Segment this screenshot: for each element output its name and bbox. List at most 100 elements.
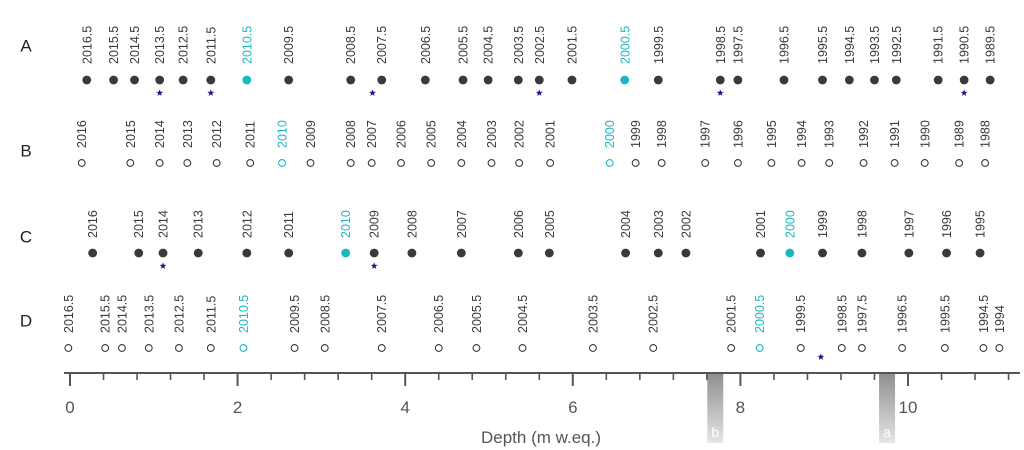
year-label: 1992 <box>857 120 871 148</box>
year-label: 2006.5 <box>419 26 433 64</box>
open-marker <box>920 159 929 167</box>
filled-marker <box>456 248 466 258</box>
filled-marker <box>513 75 523 85</box>
year-label: 2013.5 <box>153 26 167 64</box>
year-label: 1996 <box>940 210 954 238</box>
star-marker <box>159 262 167 269</box>
year-label: 2008.5 <box>344 26 358 64</box>
year-label: 2010.5 <box>237 295 251 333</box>
year-label: 2001.5 <box>566 26 580 64</box>
year-label: 2000 <box>783 210 797 238</box>
year-label: 2005 <box>543 210 557 238</box>
year-label: 2005 <box>425 120 439 148</box>
filled-marker <box>284 248 294 258</box>
filled-marker <box>621 248 630 258</box>
open-marker <box>290 344 299 352</box>
open-marker <box>434 344 443 352</box>
open-marker <box>427 159 436 167</box>
open-marker <box>631 159 640 167</box>
year-label: 2010 <box>276 120 290 148</box>
open-marker <box>657 159 666 167</box>
filled-marker <box>341 248 351 258</box>
star-marker <box>369 89 376 96</box>
filled-marker <box>284 75 294 85</box>
year-label: 2002 <box>513 120 527 148</box>
filled-marker <box>942 248 951 258</box>
open-marker <box>940 344 949 352</box>
year-label: 1995 <box>765 120 779 148</box>
open-marker <box>727 344 736 352</box>
year-label: 1999 <box>816 210 830 238</box>
row-label: C <box>20 227 32 246</box>
year-label: 2008 <box>344 120 358 148</box>
open-marker <box>857 344 866 352</box>
open-marker <box>346 159 355 167</box>
open-marker <box>797 159 806 167</box>
year-label: 1998.5 <box>714 26 728 64</box>
year-label: 2008 <box>405 210 419 238</box>
open-marker <box>183 159 192 167</box>
open-marker <box>605 159 614 167</box>
open-marker <box>733 159 742 167</box>
open-marker <box>77 159 86 167</box>
filled-marker <box>857 248 867 258</box>
year-label: 2009 <box>304 120 318 148</box>
year-label: 2010 <box>339 210 353 238</box>
year-label: 1998 <box>655 120 669 148</box>
year-label: 2013.5 <box>142 295 156 333</box>
open-marker <box>212 159 221 167</box>
filled-marker <box>346 75 356 85</box>
filled-marker <box>483 75 493 85</box>
year-label: 2013 <box>192 210 206 238</box>
row-a: A 2016.5 2015.5 2014.5 2013.5 2012.5 2011.5 201… <box>20 26 998 96</box>
star-marker <box>535 89 543 96</box>
filled-marker <box>985 75 995 85</box>
year-label: 2003.5 <box>512 26 526 64</box>
open-marker <box>320 344 329 352</box>
row-label: A <box>20 36 32 55</box>
year-label: 2009.5 <box>282 26 296 64</box>
open-marker <box>701 159 710 167</box>
year-label: 2004.5 <box>516 295 530 333</box>
filled-marker <box>242 248 252 258</box>
year-label: 1989 <box>953 120 967 148</box>
year-label: 1994 <box>993 305 1007 333</box>
open-marker <box>837 344 846 352</box>
open-marker <box>155 159 164 167</box>
open-marker <box>890 159 899 167</box>
open-marker <box>859 159 868 167</box>
year-label: 2007 <box>365 120 379 148</box>
year-label: 2014 <box>157 210 171 238</box>
year-label: 2007 <box>455 210 469 238</box>
star-marker <box>156 89 164 96</box>
open-marker <box>457 159 466 167</box>
open-marker <box>174 344 183 352</box>
year-label: 2012 <box>240 210 254 238</box>
year-label: 2003.5 <box>586 295 600 333</box>
open-marker <box>796 344 805 352</box>
year-label: 2010.5 <box>240 26 254 64</box>
year-label: 1995.5 <box>816 26 830 64</box>
tick-label: 6 <box>568 398 577 417</box>
open-marker <box>101 344 110 352</box>
year-label: 1991 <box>888 120 902 148</box>
filled-marker <box>904 248 914 258</box>
year-label: 2001.5 <box>725 295 739 333</box>
filled-marker <box>715 75 725 85</box>
year-label: 2002.5 <box>533 26 547 64</box>
row-c: C 2016 2015 2014 2013 2012 2011 2010 2009 2008 200… <box>20 210 988 269</box>
rows-layer: A 2016.5 2015.5 2014.5 2013.5 2012.5 2011.5 201… <box>20 26 1007 360</box>
row-label: D <box>20 311 32 330</box>
year-label: 1991.5 <box>932 26 946 64</box>
year-label: 2011.5 <box>204 296 218 333</box>
year-label: 1994.5 <box>843 26 857 64</box>
open-marker <box>546 159 555 167</box>
year-label: 1994 <box>795 120 809 148</box>
open-marker <box>588 344 597 352</box>
axis-title: Depth (m w.eq.) <box>481 428 601 447</box>
year-label: 2006.5 <box>432 295 446 333</box>
filled-marker <box>933 75 943 85</box>
year-label: 2016 <box>86 210 100 238</box>
filled-marker <box>891 75 901 85</box>
open-marker <box>515 159 524 167</box>
